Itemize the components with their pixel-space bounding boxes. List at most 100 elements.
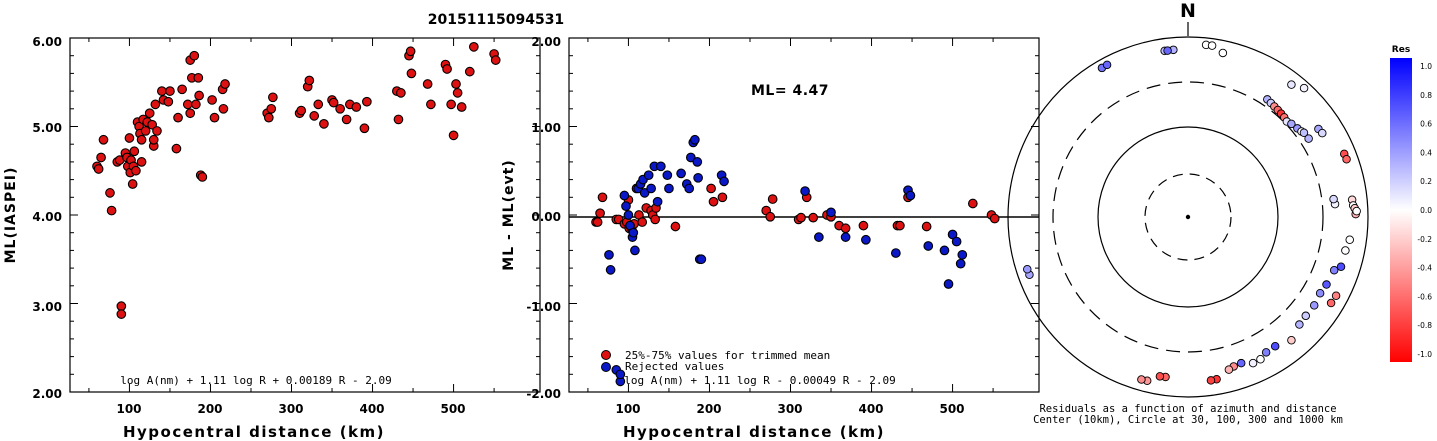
azimuth-residual-point [1163, 46, 1172, 55]
rejected-residual-point [630, 245, 640, 256]
ml-point [464, 66, 475, 77]
rejected-residual-point [621, 201, 631, 211]
left-xtick-label: 300 [278, 402, 303, 416]
trimmed-residual-point [895, 220, 905, 231]
azimuth-residual-point [1309, 301, 1319, 310]
rejected-residual-point [652, 196, 663, 207]
legend-rejected-marker [601, 362, 611, 372]
ml-point [185, 108, 196, 119]
colorbar-gradient [1390, 58, 1412, 362]
azimuth-residual-point [1270, 342, 1280, 351]
azimuth-residual-point [1137, 375, 1146, 384]
ml-point [131, 165, 141, 176]
rejected-residual-point [800, 186, 810, 196]
left-y-ticks: 6.00 5.00 4.00 3.00 2.00 [32, 35, 62, 401]
rejected-residual-point [719, 176, 729, 187]
rejected-residual-point [684, 183, 695, 194]
ml-point [152, 126, 162, 136]
middle-xtick-label: 200 [696, 402, 721, 416]
ml-point [136, 134, 147, 145]
left-xtick-label: 500 [440, 402, 465, 416]
rejected-residual-point [939, 245, 950, 256]
colorbar-tick-label: 0.4 [1420, 148, 1432, 157]
colorbar-tick-label: 0.0 [1420, 206, 1432, 215]
middle-ytick-label: -1.00 [526, 300, 561, 314]
ml-point [451, 79, 461, 89]
colorbar-tick-label: -0.8 [1417, 321, 1432, 330]
rejected-residual-point [643, 170, 654, 181]
trimmed-residual-point [670, 221, 681, 232]
ml-point [268, 92, 278, 103]
ml-point [194, 90, 204, 101]
azimuth-residual-point [1322, 280, 1331, 289]
figure-title: 20151115094531 [428, 12, 564, 28]
ring-30km [1144, 173, 1232, 261]
rejected-residual-point [943, 279, 954, 289]
ml-point [163, 96, 174, 107]
middle-panel: 2.00 1.00 0.00 -1.00 -2.00 100 200 300 4… [501, 35, 1040, 441]
ml-point [197, 172, 208, 182]
ml-point [148, 134, 159, 145]
ml-point [105, 188, 115, 198]
colorbar-tick-label: 0.2 [1420, 177, 1432, 186]
middle-x-ticks: 100 200 300 400 500 [615, 402, 964, 416]
north-label: N [1180, 0, 1196, 22]
left-formula: log A(nm) + 1.11 log R + 0.00189 R - 2.0… [120, 374, 392, 387]
ml-point [150, 99, 161, 110]
left-tick-marks [70, 37, 540, 393]
left-xtick-label: 100 [116, 402, 141, 416]
rejected-residual-point [696, 254, 707, 265]
left-plot-frame [69, 37, 541, 393]
trimmed-residual-point [808, 212, 819, 223]
trimmed-residual-point [921, 221, 932, 232]
azimuth-residual-point [1326, 298, 1336, 308]
azimuth-residual-point [1336, 262, 1346, 271]
rejected-residual-point [685, 152, 696, 163]
polar-residual-points [1023, 40, 1361, 385]
ml-point [393, 114, 404, 125]
ml-point [171, 143, 182, 154]
left-ytick-label: 6.00 [32, 35, 62, 49]
azimuth-residual-point [1299, 128, 1309, 137]
ml-point [116, 309, 127, 319]
ring-100km [1097, 126, 1279, 308]
colorbar-title: Res [1392, 45, 1410, 55]
left-ytick-label: 5.00 [32, 121, 62, 135]
left-panel: 6.00 5.00 4.00 3.00 2.00 100 200 300 400… [3, 35, 541, 441]
azimuth-residual-point [1236, 358, 1246, 368]
colorbar-tick-label: -0.4 [1417, 264, 1432, 273]
middle-xtick-label: 300 [777, 402, 802, 416]
rejected-residual-point [623, 210, 634, 220]
trimmed-residual-point [989, 213, 1000, 224]
ml-point [156, 86, 167, 96]
rejected-residual-point [692, 157, 703, 167]
azimuth-residual-point [1261, 348, 1271, 357]
ml-point [351, 102, 362, 112]
ml-point [220, 79, 230, 89]
rejected-residual-point [615, 369, 626, 380]
azimuth-residual-point [1315, 289, 1325, 298]
azimuth-residual-point [1206, 376, 1216, 385]
epicenter-dot [1185, 214, 1191, 220]
left-scatter-points [92, 41, 501, 319]
azimuth-residual-point [1295, 320, 1304, 329]
ml-point [136, 157, 147, 167]
azimuth-residual-point [1299, 83, 1309, 93]
legend-trimmed-label: 25%-75% values for trimmed mean [625, 349, 830, 362]
azimuth-residual-point [1331, 291, 1341, 300]
ml-point [116, 301, 127, 312]
rejected-residual-point [826, 207, 836, 218]
legend-trimmed-marker [601, 350, 611, 360]
ml-value-text: ML= 4.47 [751, 83, 829, 99]
azimuth-residual-point [1342, 155, 1351, 164]
ml-point [189, 50, 200, 61]
middle-ytick-label: 1.00 [531, 121, 561, 135]
legend-rejected-label: Rejected values [625, 360, 724, 373]
azimuth-residual-point [1287, 80, 1296, 89]
ml-point [406, 68, 417, 79]
ml-point [93, 164, 104, 174]
trimmed-residual-point [650, 214, 661, 225]
azimuth-residual-point [1287, 119, 1296, 129]
azimuth-residual-point [1329, 194, 1338, 204]
